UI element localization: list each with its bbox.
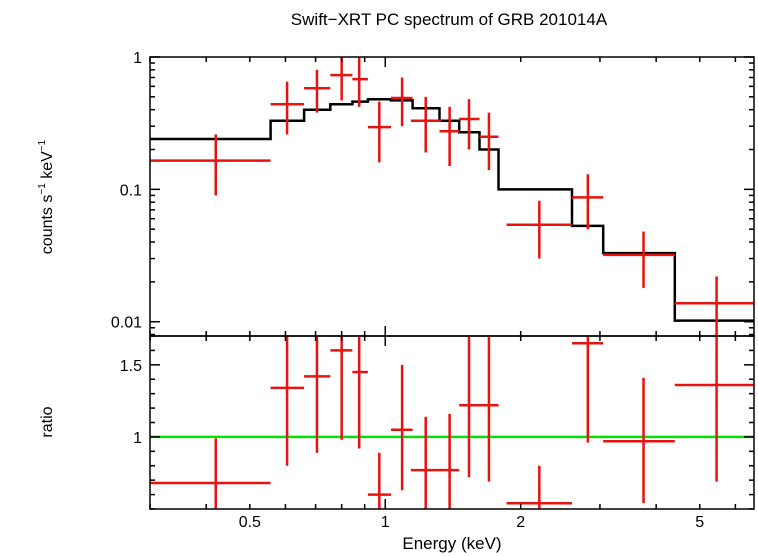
ratio-data-point-11 bbox=[506, 465, 572, 509]
x-tick-label: 1 bbox=[381, 514, 390, 531]
ylabel-mid: keV bbox=[39, 151, 56, 183]
ylabel-sup2: −1 bbox=[37, 139, 48, 151]
top-data-point-3 bbox=[330, 57, 353, 101]
top-ticks: 1 0.1 0.01 bbox=[111, 50, 754, 336]
ratio-data-point-4 bbox=[352, 336, 368, 449]
top-data-point-6 bbox=[391, 77, 413, 127]
top-data-point-11 bbox=[506, 200, 572, 259]
x-axis-tick-labels: 0.5 1 2 5 bbox=[239, 514, 705, 531]
top-data-point-0 bbox=[150, 134, 271, 196]
top-y-tick-label: 0.1 bbox=[120, 182, 142, 199]
x-tick-label: 2 bbox=[516, 514, 525, 531]
bottom-y-tick-label: 1.5 bbox=[120, 358, 142, 375]
ratio-data-point-9 bbox=[459, 336, 480, 478]
bottom-y-axis-label: ratio bbox=[39, 406, 56, 437]
ratio-data-point-14 bbox=[674, 336, 754, 482]
top-y-axis-label: counts s−1 keV−1 bbox=[37, 139, 56, 254]
top-y-tick-label: 1 bbox=[133, 50, 142, 67]
top-data-point-14 bbox=[674, 276, 754, 336]
top-data-point-5 bbox=[367, 101, 392, 163]
bottom-ticks: 11.5 bbox=[120, 335, 754, 510]
ylabel-sup1: −1 bbox=[37, 183, 48, 195]
x-tick-label: 5 bbox=[695, 514, 704, 531]
ratio-data-point-8 bbox=[439, 413, 460, 509]
ylabel-main: counts s bbox=[39, 195, 56, 255]
bottom-data-layer bbox=[150, 336, 754, 509]
top-panel: 10.10.01 counts s−1 keV−1 bbox=[37, 50, 755, 337]
x-tick-label: 0.5 bbox=[239, 514, 261, 531]
top-data-layer bbox=[150, 57, 754, 336]
ratio-data-point-10 bbox=[479, 336, 499, 482]
top-data-point-4 bbox=[352, 57, 368, 107]
top-data-point-8 bbox=[439, 106, 460, 167]
ratio-data-point-1 bbox=[270, 336, 305, 466]
ratio-data-point-3 bbox=[330, 336, 353, 440]
bottom-panel: 11.5 ratio bbox=[39, 335, 755, 510]
top-data-point-13 bbox=[603, 231, 675, 288]
top-data-point-10 bbox=[479, 112, 499, 171]
top-data-point-12 bbox=[571, 174, 604, 230]
top-data-point-2 bbox=[304, 69, 331, 113]
ratio-data-point-12 bbox=[571, 336, 604, 443]
top-panel-frame bbox=[149, 56, 755, 337]
top-y-tick-label: 0.01 bbox=[111, 315, 142, 332]
chart-title: Swift−XRT PC spectrum of GRB 201014A bbox=[291, 10, 608, 29]
bottom-y-tick-label: 1 bbox=[133, 430, 142, 447]
ratio-data-point-5 bbox=[367, 452, 392, 509]
ratio-data-point-13 bbox=[603, 377, 675, 504]
top-data-point-9 bbox=[459, 99, 480, 150]
ratio-data-point-7 bbox=[410, 416, 441, 509]
ratio-data-point-2 bbox=[304, 336, 331, 453]
ratio-data-point-0 bbox=[150, 438, 271, 509]
ratio-data-point-6 bbox=[391, 364, 413, 491]
top-data-point-7 bbox=[410, 96, 441, 153]
top-data-point-1 bbox=[270, 81, 305, 135]
x-axis-label: Energy (keV) bbox=[402, 534, 501, 553]
